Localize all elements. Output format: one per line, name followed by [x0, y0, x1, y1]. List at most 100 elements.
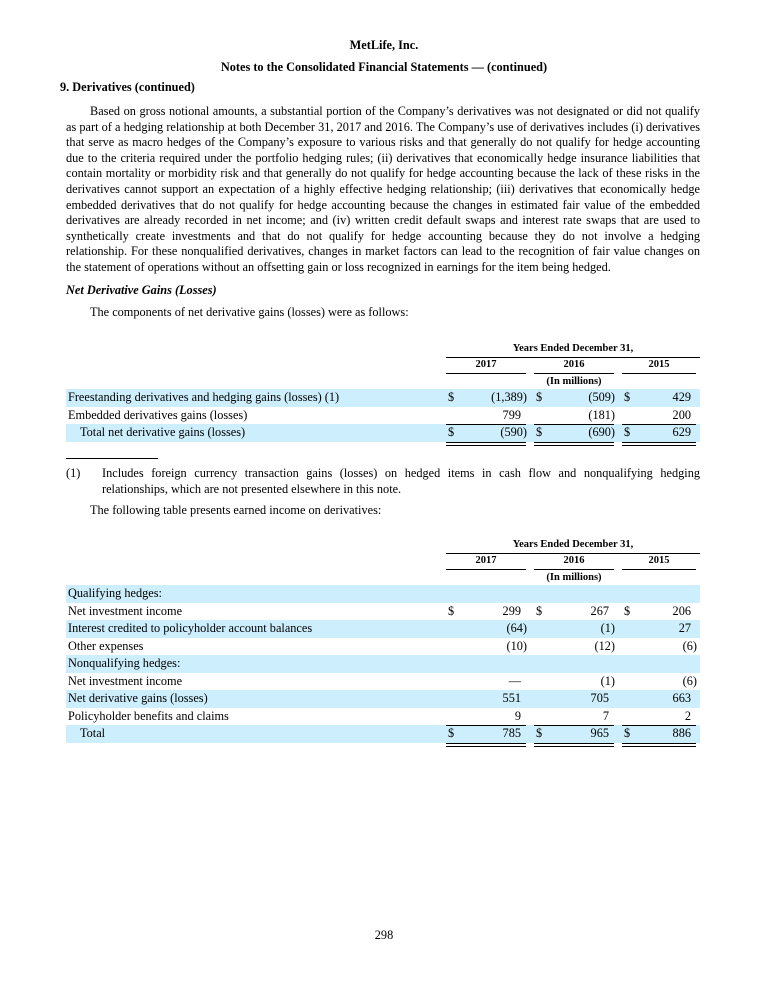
- period-header: Years Ended December 31,: [512, 539, 634, 550]
- footnote-divider: [66, 458, 158, 459]
- cell-value: (1): [600, 673, 615, 688]
- footnote-text: Includes foreign currency transaction ga…: [102, 466, 700, 496]
- cell-value: 2: [684, 708, 691, 723]
- cell-value: 663: [672, 691, 691, 705]
- cell-value: 705: [590, 691, 609, 705]
- year-rule: [446, 373, 526, 374]
- total-double-rule: [622, 442, 696, 446]
- year-rule: [622, 569, 696, 570]
- row-label: Net investment income: [68, 603, 183, 618]
- year-header: 2016: [563, 359, 585, 370]
- table-row: Net investment income — (1) (6): [66, 673, 700, 691]
- subheading: Net Derivative Gains (Losses): [66, 283, 217, 297]
- table-row: Total net derivative gains (losses) $ (590…: [66, 424, 700, 446]
- cell-value: 9: [514, 708, 521, 723]
- cell-value: 200: [672, 407, 691, 422]
- cell-value: 785: [502, 726, 521, 740]
- cell-value: (6): [682, 638, 697, 653]
- year-rule: [534, 569, 614, 570]
- cell-value: 299: [502, 603, 521, 618]
- row-label: Net investment income: [68, 673, 183, 688]
- cell-value: (690): [588, 425, 615, 439]
- year-header: 2016: [563, 555, 585, 566]
- row-label: Qualifying hedges:: [68, 586, 162, 600]
- table-row: Nonqualifying hedges:: [66, 655, 700, 673]
- row-label: Policyholder benefits and claims: [68, 708, 229, 723]
- cell-value: (1,389): [491, 390, 527, 404]
- year-rule: [534, 373, 614, 374]
- row-label: Total net derivative gains (losses): [80, 425, 246, 439]
- table-row: Net investment income $299 $267 $206: [66, 603, 700, 621]
- row-label: Freestanding derivatives and hedging gai…: [68, 390, 340, 404]
- cell-value: 629: [672, 425, 691, 439]
- footnote-marker: (1): [66, 466, 81, 480]
- currency-symbol: $: [536, 390, 543, 404]
- cell-value: (509): [588, 390, 615, 404]
- row-label: Interest credited to policyholder accoun…: [68, 621, 313, 635]
- currency-symbol: $: [448, 726, 455, 740]
- year-header: 2017: [475, 359, 497, 370]
- currency-symbol: $: [448, 425, 455, 439]
- cell-value: (1): [600, 621, 615, 635]
- total-double-rule: [534, 743, 614, 747]
- paragraph-derivatives: Based on gross notional amounts, a subst…: [66, 104, 700, 274]
- row-label: Total: [80, 726, 106, 740]
- cell-value: 799: [502, 407, 521, 422]
- page-subtitle: Notes to the Consolidated Financial Stat…: [220, 60, 548, 74]
- total-double-rule: [446, 442, 526, 446]
- year-header: 2015: [648, 359, 670, 370]
- cell-value: —: [508, 673, 521, 688]
- currency-symbol: $: [536, 726, 543, 740]
- units-label: (In millions): [546, 572, 602, 583]
- cell-value: (10): [506, 638, 528, 653]
- table-row: Net derivative gains (losses) 551 705 663: [66, 690, 700, 708]
- table-row: Qualifying hedges:: [66, 585, 700, 603]
- table-row: Total $785 $965 $886: [66, 725, 700, 747]
- currency-symbol: $: [536, 425, 543, 439]
- currency-symbol: $: [624, 726, 631, 740]
- section-title: 9. Derivatives (continued): [60, 80, 195, 94]
- currency-symbol: $: [448, 390, 455, 404]
- total-top-rule: [534, 424, 614, 425]
- table-row: Interest credited to policyholder accoun…: [66, 620, 700, 638]
- table-row: Embedded derivatives gains (losses) 799 (1…: [66, 407, 700, 425]
- cell-value: (181): [588, 407, 615, 422]
- period-header: Years Ended December 31,: [512, 343, 634, 354]
- table-row: Freestanding derivatives and hedging gai…: [66, 389, 700, 407]
- row-label: Net derivative gains (losses): [68, 691, 208, 705]
- row-label: Nonqualifying hedges:: [68, 656, 181, 670]
- cell-value: (12): [594, 638, 616, 653]
- year-header: 2015: [648, 555, 670, 566]
- total-top-rule: [622, 725, 696, 726]
- cell-value: (590): [500, 425, 527, 439]
- table-row: Other expenses (10) (12) (6): [66, 638, 700, 656]
- total-top-rule: [446, 725, 526, 726]
- cell-value: 7: [602, 708, 609, 723]
- total-double-rule: [446, 743, 526, 747]
- currency-symbol: $: [448, 603, 455, 618]
- header-rule: [446, 553, 700, 554]
- year-rule: [622, 373, 696, 374]
- paragraph-components: The components of net derivative gains (…: [90, 305, 409, 319]
- currency-symbol: $: [536, 603, 543, 618]
- cell-value: 551: [502, 691, 521, 705]
- cell-value: 267: [590, 603, 609, 618]
- cell-value: 965: [590, 726, 609, 740]
- company-name: MetLife, Inc.: [349, 38, 419, 52]
- currency-symbol: $: [624, 603, 631, 618]
- units-label: (In millions): [546, 376, 602, 387]
- cell-value: 27: [678, 621, 691, 635]
- total-top-rule: [446, 424, 526, 425]
- total-top-rule: [622, 424, 696, 425]
- year-rule: [446, 569, 526, 570]
- total-top-rule: [534, 725, 614, 726]
- total-double-rule: [534, 442, 614, 446]
- cell-value: (64): [506, 621, 528, 635]
- cell-value: 206: [672, 603, 691, 618]
- year-header: 2017: [475, 555, 497, 566]
- page-number: 298: [374, 928, 394, 942]
- currency-symbol: $: [624, 425, 631, 439]
- row-label: Embedded derivatives gains (losses): [68, 407, 248, 422]
- currency-symbol: $: [624, 390, 631, 404]
